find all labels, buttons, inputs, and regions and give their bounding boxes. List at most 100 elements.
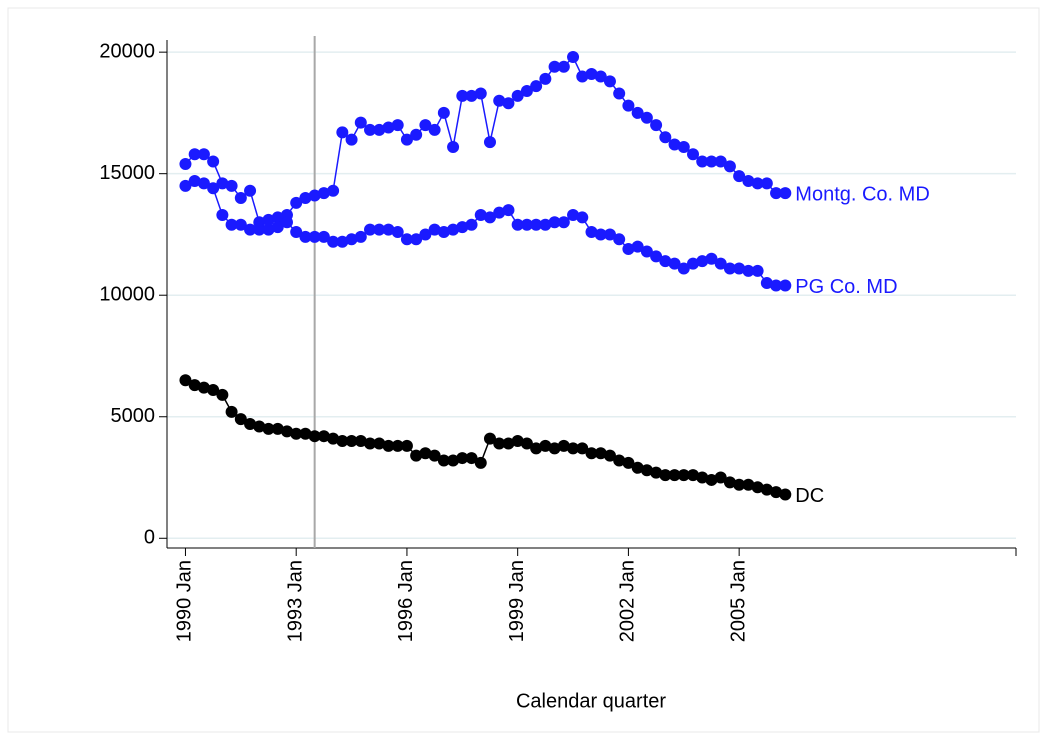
marker <box>391 439 404 452</box>
marker <box>447 223 460 236</box>
marker <box>382 121 395 134</box>
x-axis-title: Calendar quarter <box>516 690 666 712</box>
marker <box>253 420 266 433</box>
marker <box>437 454 450 467</box>
marker <box>723 262 736 275</box>
marker <box>733 170 746 183</box>
marker <box>677 469 690 482</box>
marker <box>327 235 340 248</box>
marker <box>437 226 450 239</box>
marker <box>760 483 773 496</box>
marker <box>419 228 432 241</box>
marker <box>539 439 552 452</box>
marker <box>234 218 247 231</box>
marker <box>179 179 192 192</box>
marker <box>428 449 441 462</box>
marker <box>410 128 423 141</box>
marker <box>613 233 626 246</box>
marker <box>188 148 201 161</box>
marker <box>364 437 377 450</box>
marker <box>207 384 220 397</box>
marker <box>373 123 386 136</box>
marker <box>336 235 349 248</box>
marker <box>474 87 487 100</box>
marker <box>271 422 284 435</box>
marker <box>631 240 644 253</box>
marker <box>631 461 644 474</box>
frame <box>7 7 1040 733</box>
x-tick-label: 1990 Jan <box>174 560 196 642</box>
marker <box>280 425 293 438</box>
marker <box>474 209 487 222</box>
marker <box>770 486 783 499</box>
marker <box>354 230 367 243</box>
marker <box>511 218 524 231</box>
marker <box>428 123 441 136</box>
marker <box>271 211 284 224</box>
marker <box>225 179 238 192</box>
marker <box>234 191 247 204</box>
marker <box>659 131 672 144</box>
marker <box>520 85 533 98</box>
marker <box>308 230 321 243</box>
marker <box>779 187 792 200</box>
series-label: Montg. Co. MD <box>795 183 929 205</box>
marker <box>244 184 257 197</box>
marker <box>742 264 755 277</box>
marker <box>714 257 727 270</box>
marker <box>723 160 736 173</box>
marker <box>216 209 229 222</box>
marker <box>705 473 718 486</box>
marker <box>373 437 386 450</box>
marker <box>548 442 561 455</box>
marker <box>382 439 395 452</box>
marker <box>742 478 755 491</box>
marker <box>779 279 792 292</box>
marker <box>511 435 524 448</box>
marker <box>447 140 460 153</box>
marker <box>410 449 423 462</box>
marker <box>714 471 727 484</box>
marker <box>216 388 229 401</box>
y-tick-label: 20000 <box>99 40 155 62</box>
marker <box>493 437 506 450</box>
marker <box>317 187 330 200</box>
marker <box>603 228 616 241</box>
marker <box>447 454 460 467</box>
marker <box>530 80 543 93</box>
marker <box>530 442 543 455</box>
marker <box>705 252 718 265</box>
marker <box>631 106 644 119</box>
marker <box>751 177 764 190</box>
marker <box>456 221 469 234</box>
marker <box>567 442 580 455</box>
marker <box>733 262 746 275</box>
marker <box>364 223 377 236</box>
marker <box>502 97 515 110</box>
marker <box>603 449 616 462</box>
marker <box>225 405 238 418</box>
marker <box>216 177 229 190</box>
marker <box>317 230 330 243</box>
marker <box>207 155 220 168</box>
marker <box>622 243 635 256</box>
marker <box>770 279 783 292</box>
x-tick-label: 1993 Jan <box>284 560 306 642</box>
marker <box>502 204 515 217</box>
marker <box>530 218 543 231</box>
marker <box>327 184 340 197</box>
series-label: PG Co. MD <box>795 276 897 298</box>
marker <box>354 435 367 448</box>
x-tick-label: 1996 Jan <box>395 560 417 642</box>
marker <box>234 413 247 426</box>
marker <box>668 257 681 270</box>
y-tick-label: 5000 <box>111 405 156 427</box>
marker <box>290 427 303 440</box>
x-tick-label: 2005 Jan <box>727 560 749 642</box>
marker <box>714 155 727 168</box>
marker <box>705 155 718 168</box>
marker <box>308 189 321 202</box>
marker <box>687 257 700 270</box>
marker <box>650 119 663 132</box>
marker <box>336 435 349 448</box>
